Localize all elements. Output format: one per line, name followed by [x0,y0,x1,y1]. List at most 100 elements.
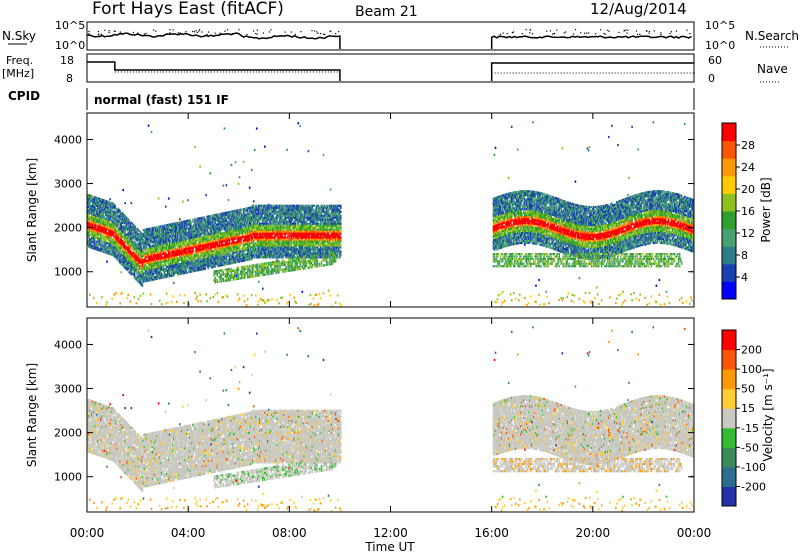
power-pixel [184,224,186,227]
nsearch-dot [586,32,588,34]
power-pixel [150,302,153,306]
power-pixel [224,225,227,228]
power-pixel [189,256,191,260]
power-pixel [195,245,197,248]
power-pixel [253,248,256,251]
power-pixel [151,248,154,252]
power-pixel [247,232,250,235]
power-pixel [263,273,265,276]
power-pixel [194,261,196,265]
power-pixel [185,251,187,255]
power-pixel [93,231,95,234]
power-pixel [244,231,247,234]
power-pixel [249,214,252,217]
power-pixel [190,250,192,253]
power-pixel [201,236,203,239]
power-pixel [88,225,90,228]
power-pixel [181,260,183,263]
power-pixel [95,214,97,217]
power-pixel [110,235,112,238]
power-pixel [250,271,253,274]
power-pixel [89,202,91,205]
power-pixel [188,257,190,260]
power-pixel [211,218,214,221]
power-pixel [97,248,99,251]
power-pixel [98,225,100,228]
power-pixel [194,218,196,221]
power-pixel [183,244,185,247]
power-pixel [93,225,95,228]
power-pixel [116,234,118,237]
power-pixel [158,261,161,264]
power-pixel [159,253,162,256]
power-pixel [205,245,207,248]
power-pixel [182,256,184,259]
power-pixel [123,233,126,237]
power-pixel [135,252,138,255]
power-pixel [265,254,267,257]
power-pixel [183,301,185,305]
power-pixel [175,267,177,271]
power-pixel [212,232,215,235]
power-pixel [279,262,281,265]
power-pixel [185,224,187,227]
power-pixel [146,261,149,265]
power-pixel [167,229,170,232]
power-pixel [123,226,126,229]
power-pixel [259,226,262,229]
power-pixel [231,274,234,277]
power-pixel [194,145,196,149]
power-pixel [92,215,94,218]
power-pixel [234,259,237,262]
power-pixel [106,260,108,263]
power-pixel [182,236,184,239]
power-pixel [268,238,270,241]
power-pixel [127,265,130,269]
power-pixel [211,262,214,265]
power-pixel [89,243,91,247]
power-pixel [104,201,106,204]
power-pixel [138,263,141,266]
power-pixel [275,208,277,211]
power-pixel [234,243,237,246]
power-pixel [171,226,174,229]
power-pixel [237,228,240,232]
power-pixel [100,233,102,237]
power-pixel [96,236,98,239]
power-pixel [255,204,258,207]
power-pixel [216,278,219,281]
power-pixel [262,216,264,219]
power-pixel [243,259,246,262]
power-pixel [151,240,154,244]
power-pixel [131,254,134,257]
power-pixel [192,248,194,251]
power-pixel [138,235,141,239]
power-pixel [184,228,186,231]
power-pixel [263,244,265,247]
power-pixel [248,254,251,257]
power-pixel [119,235,121,238]
power-pixel [110,205,112,208]
power-pixel [216,231,219,234]
power-pixel [185,228,187,231]
power-pixel [99,221,101,224]
power-pixel [241,251,244,255]
power-pixel [236,271,239,274]
power-pixel [238,230,241,233]
power-pixel [150,260,153,264]
power-pixel [126,217,129,220]
power-pixel [169,247,172,250]
power-pixel [126,262,129,266]
power-pixel [180,246,182,250]
power-pixel [133,240,136,243]
power-pixel [234,251,237,254]
power-pixel [224,257,227,260]
power-pixel [124,221,127,224]
power-pixel [180,264,182,267]
power-pixel [147,227,150,231]
power-pixel [277,216,279,219]
power-pixel [159,269,162,272]
power-pixel [191,248,193,251]
power-pixel [226,223,229,226]
power-pixel [133,274,136,277]
